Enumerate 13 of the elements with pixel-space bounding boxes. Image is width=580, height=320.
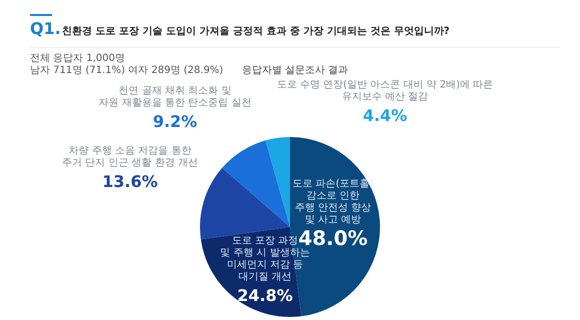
text: Q1. <box>30 19 61 38</box>
slice-label: 도로 수명 연장(일반 아스콘 대비 약 2배)에 따른 유지보수 예산 절감 <box>276 80 494 103</box>
chart-title: 친환경 도로 포장 기술 도입이 가져올 긍정적 효과 중 가장 기대되는 것은 무엇입니까? <box>62 25 450 38</box>
data-label: 9.2% <box>152 112 198 132</box>
slice-label: 천연 골재 채취 최소화 및 자원 재활용을 통한 탄소중립 실천 <box>98 86 252 109</box>
text: 전체 응답자 1,000명 <box>30 52 125 65</box>
data-label: 48.0% <box>298 226 368 250</box>
data-label: 13.6% <box>102 172 158 192</box>
chart-subtitle: 응답자별 설문조사 결과 <box>240 64 350 77</box>
data-label: 4.4% <box>362 106 408 126</box>
data-label: 24.8% <box>237 286 293 306</box>
text: 남자 711명 (71.1%) 여자 289명 (28.9%) <box>30 64 224 77</box>
slice-label: 차량 주행 소음 저감을 통한 주거 단지 인근 생활 환경 개선 <box>62 146 198 169</box>
